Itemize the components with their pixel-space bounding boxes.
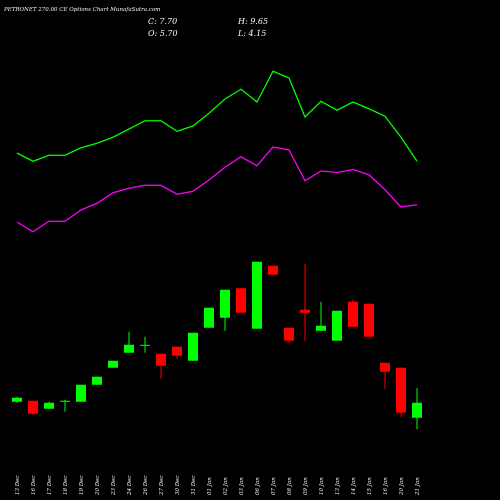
candle-body — [204, 307, 214, 328]
x-tick-label: 20 Jan — [399, 477, 405, 496]
x-tick-label: 24 Dec — [127, 476, 133, 497]
x-tick-label: 27 Dec — [159, 476, 165, 497]
open-label: O: 5.70 — [148, 29, 178, 38]
candle-body — [220, 289, 230, 318]
candle-body — [92, 376, 102, 385]
x-tick-label: 02 Jan — [223, 477, 229, 495]
candle-body — [12, 397, 22, 402]
x-tick-label: 30 Dec — [175, 476, 181, 496]
x-tick-label: 20 Dec — [95, 476, 101, 497]
candle-body — [396, 367, 406, 413]
x-tick-label: 26 Dec — [143, 476, 149, 497]
x-tick-label: 01 Jan — [207, 477, 213, 495]
candle-body — [140, 344, 150, 346]
candle-body — [76, 384, 86, 402]
low-label: L: 4.15 — [237, 29, 266, 38]
x-tick-label: 09 Jan — [303, 477, 309, 495]
candle-body — [252, 261, 262, 329]
x-tick-label: 19 Dec — [79, 476, 85, 496]
high-label: H: 9.65 — [237, 17, 268, 26]
x-tick-label: 16 Jan — [383, 477, 389, 495]
overlay-line — [16, 70, 418, 162]
candle-body — [284, 327, 294, 341]
candle-body — [236, 288, 246, 313]
x-tick-label: 07 Jan — [271, 477, 277, 495]
x-tick-label: 10 Jan — [319, 477, 325, 495]
candle-body — [108, 360, 118, 368]
x-tick-label: 14 Jan — [351, 477, 357, 495]
x-tick-label: 08 Jan — [287, 477, 293, 495]
x-tick-label: 03 Jan — [239, 477, 245, 495]
candle-body — [28, 400, 38, 414]
candle-body — [172, 346, 182, 356]
x-tick-label: 18 Dec — [63, 476, 69, 496]
candle-body — [380, 362, 390, 372]
x-tick-label: 06 Jan — [255, 477, 261, 495]
candle-body — [300, 309, 310, 313]
x-tick-label: 16 Dec — [31, 476, 37, 496]
candle-body — [332, 310, 342, 341]
x-tick-label: 15 Jan — [367, 477, 373, 495]
x-tick-label: 31 Dec — [191, 476, 197, 496]
x-tick-label: 13 Jan — [335, 477, 341, 495]
candle-body — [348, 301, 358, 327]
close-label: C: 7.70 — [148, 17, 177, 26]
candle-body — [268, 265, 278, 275]
candle-body — [412, 402, 422, 418]
chart-title: PETRONET 270.00 CE Options Chart MunafaS… — [3, 7, 160, 13]
candle-body — [44, 402, 54, 409]
x-tick-label: 23 Dec — [111, 476, 117, 497]
candle-body — [124, 344, 134, 353]
candle-body — [316, 325, 326, 331]
candle-body — [60, 400, 70, 402]
overlay-line — [16, 146, 418, 233]
candle-body — [156, 353, 166, 366]
candle-body — [188, 332, 198, 361]
candle-body — [364, 303, 374, 337]
x-tick-label: 17 Dec — [47, 476, 53, 496]
x-tick-label: 21 Jan — [415, 477, 421, 496]
x-tick-label: 13 Dec — [15, 476, 21, 496]
